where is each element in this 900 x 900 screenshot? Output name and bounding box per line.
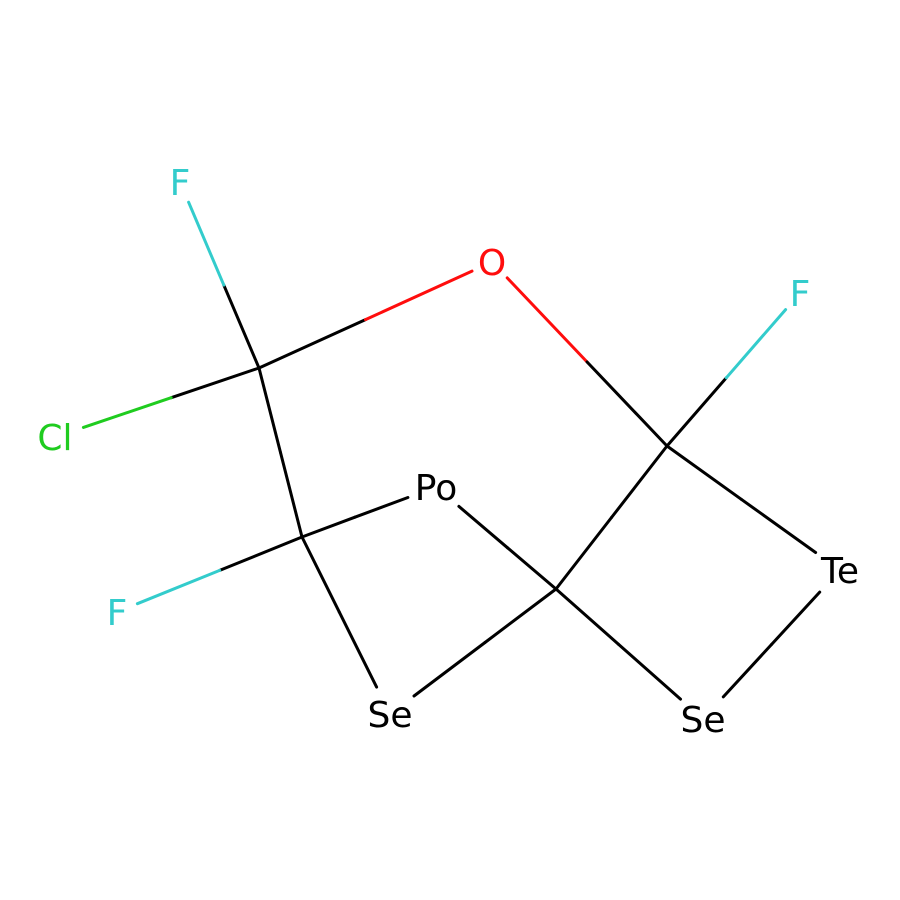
atom-label-o: O	[478, 243, 506, 284]
atom-label-se1: Se	[368, 695, 413, 736]
atom-label-cl: Cl	[37, 418, 72, 459]
atom-label-f3: F	[107, 593, 128, 634]
atom-label-f2: F	[790, 274, 811, 315]
atom-label-po: Po	[415, 468, 457, 509]
atom-label-se2: Se	[681, 700, 726, 741]
atom-label-te: Te	[820, 551, 859, 592]
atom-label-f1: F	[170, 163, 191, 204]
